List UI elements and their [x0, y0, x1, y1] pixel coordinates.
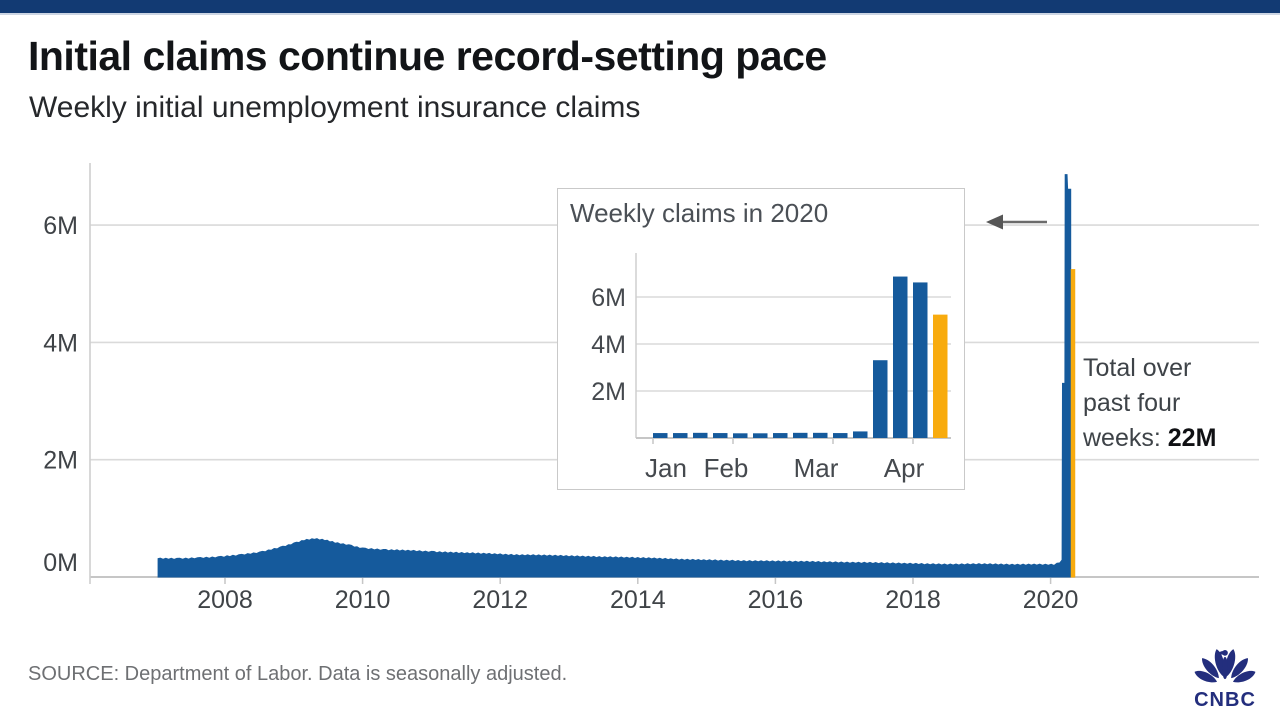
inset-bar	[913, 282, 928, 438]
y-axis-label: 0M	[43, 549, 78, 577]
brand-top-bar	[0, 0, 1280, 15]
inset-x-axis-label: Mar	[794, 453, 839, 483]
inset-bar	[653, 433, 668, 438]
inset-bar	[673, 433, 688, 438]
inset-bar	[813, 432, 828, 438]
cnbc-logo-text: CNBC	[1194, 689, 1256, 711]
annotation-line: past four	[1083, 389, 1181, 417]
inset-y-axis-label: 2M	[591, 378, 626, 406]
inset-bar	[713, 433, 728, 438]
page-subtitle: Weekly initial unemployment insurance cl…	[29, 91, 641, 124]
x-axis-label: 2018	[885, 586, 941, 614]
inset-bar	[753, 433, 768, 438]
inset-bar	[873, 360, 888, 438]
inset-bar	[833, 433, 848, 438]
x-axis-label: 2014	[610, 586, 666, 614]
x-axis-label: 2008	[197, 586, 253, 614]
page-title: Initial claims continue record-setting p…	[28, 33, 827, 79]
inset-chart: Weekly claims in 2020 2M 4M 6M Jan Feb Mar Apr	[557, 188, 965, 490]
annotation-line: Total over	[1083, 354, 1192, 382]
total-annotation: Total over past four weeks: 22M	[1083, 351, 1253, 456]
inset-bar	[893, 276, 908, 438]
x-axis-label: 2010	[335, 586, 391, 614]
source-note: SOURCE: Department of Labor. Data is sea…	[28, 663, 568, 685]
inset-bar	[773, 433, 788, 438]
inset-x-axis-label: Feb	[704, 453, 749, 483]
x-axis-label: 2020	[1023, 586, 1079, 614]
inset-chart-title: Weekly claims in 2020	[570, 198, 829, 228]
cnbc-logo: CNBC	[1183, 641, 1267, 712]
annotation-prefix: weeks:	[1083, 424, 1168, 452]
inset-bar	[853, 431, 868, 438]
arrow-left-icon	[986, 214, 1003, 230]
inset-x-axis-label: Jan	[645, 453, 687, 483]
annotation-line: weeks: 22M	[1083, 421, 1253, 456]
x-axis-label: 2016	[748, 586, 804, 614]
peacock-icon	[1194, 649, 1256, 683]
y-axis-label: 4M	[43, 329, 78, 357]
inset-bar	[793, 432, 808, 438]
latest-week-highlight	[1070, 269, 1076, 578]
y-axis-label: 2M	[43, 447, 78, 475]
inset-y-axis-label: 4M	[591, 331, 626, 359]
inset-x-axis-label: Apr	[884, 453, 925, 483]
inset-bar-highlight	[933, 314, 948, 438]
inset-bar-chart: 2M 4M 6M Jan Feb Mar Apr	[591, 253, 951, 483]
inset-y-axis-label: 6M	[591, 284, 626, 312]
inset-bar	[733, 433, 748, 438]
x-axis-label: 2012	[472, 586, 528, 614]
inset-bar	[693, 432, 708, 438]
y-axis-label: 6M	[43, 212, 78, 240]
annotation-value: 22M	[1167, 424, 1217, 452]
